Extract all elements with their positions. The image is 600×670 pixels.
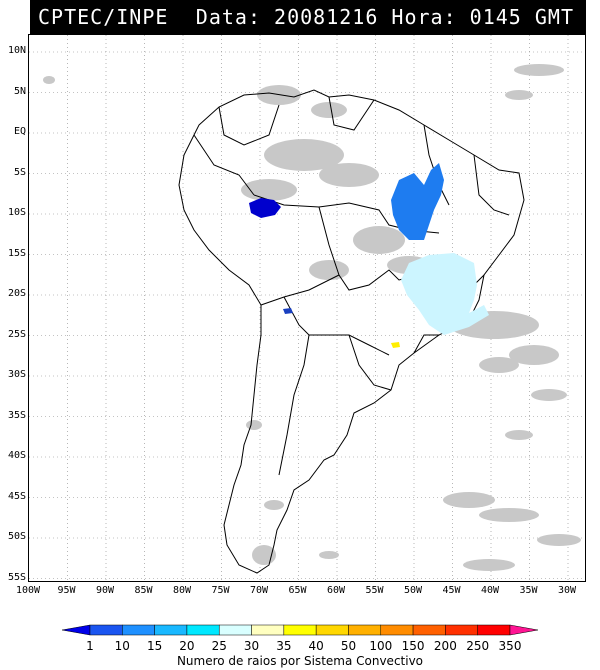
gridlines (29, 35, 585, 581)
lat-label: 30S (7, 369, 26, 380)
cluster-blue-ne (391, 163, 444, 240)
colorbar-tick-label: 200 (433, 639, 457, 653)
colorbar-tick-label: 20 (179, 639, 195, 653)
colorbar-tick-label: 10 (114, 639, 130, 653)
lat-label: 5S (13, 166, 26, 178)
cloud-cover (43, 64, 581, 571)
colorbar-swatch (412, 624, 446, 636)
colorbar-swatch (509, 624, 539, 636)
colorbar-swatches (61, 624, 539, 636)
colorbar-title: Numero de raios por Sistema Convectivo (176, 654, 424, 668)
lightning-clusters (249, 163, 489, 348)
lat-label: 55S (7, 571, 26, 583)
colorbar-swatch (283, 624, 317, 636)
header-title: CPTEC/INPE (38, 5, 169, 29)
colorbar-swatch (186, 624, 220, 636)
colorbar-swatch (315, 624, 349, 636)
colorbar-swatch (477, 624, 511, 636)
lon-label: 50W (403, 585, 423, 596)
lat-label: 20S (7, 288, 26, 299)
lat-label: 45S (7, 490, 26, 502)
colorbar-swatch (445, 624, 478, 636)
colorbar: 1 10 15 20 25 30 35 40 50 100 150 200 250 350 Numero … (0, 622, 600, 670)
lat-label: EQ (13, 126, 26, 137)
colorbar-tick-label: 15 (146, 639, 163, 653)
cluster-yellow (391, 342, 400, 348)
lat-label: 35S (7, 409, 26, 421)
cluster-darkblue-w (249, 198, 281, 218)
header-timestamp: Data: 20081216 Hora: 0145 GMT (195, 5, 574, 29)
coastlines-borders (178, 89, 525, 574)
lat-label: 50S (7, 531, 26, 542)
lon-label: 55W (365, 585, 384, 596)
lat-label: 5N (13, 85, 26, 97)
lon-label: 45W (442, 585, 461, 596)
colorbar-tick-label: 40 (308, 639, 324, 653)
lon-label: 65W (288, 585, 307, 596)
colorbar-tick-label: 100 (369, 639, 393, 653)
colorbar-tick-label: 35 (276, 639, 292, 653)
colorbar-tick-label: 150 (401, 639, 425, 653)
colorbar-tick-label: 50 (340, 639, 357, 653)
cluster-cyan-se (401, 253, 489, 335)
lon-label: 75W (211, 585, 230, 596)
lon-label: 95W (57, 585, 76, 596)
lon-label: 30W (557, 585, 577, 596)
colorbar-tick-label: 350 (498, 639, 522, 653)
colorbar-swatch (218, 624, 252, 636)
lon-label: 70W (249, 585, 269, 596)
colorbar-tick-label: 30 (243, 639, 260, 653)
lon-label: 90W (95, 585, 115, 596)
colorbar-tick-label: 1 (86, 639, 94, 653)
lon-label: 100W (15, 585, 41, 596)
lon-label: 60W (326, 585, 346, 596)
colorbar-tick-label: 250 (466, 639, 490, 653)
lat-label: 40S (7, 450, 26, 461)
colorbar-swatch (122, 624, 155, 636)
lat-label: 10N (7, 45, 26, 56)
colorbar-swatch (154, 624, 188, 636)
colorbar-swatch (348, 624, 382, 636)
cluster-darkblue-s (283, 308, 293, 314)
colorbar-swatch (61, 624, 91, 636)
colorbar-swatch (251, 624, 285, 636)
lon-label: 35W (519, 585, 538, 596)
lon-label: 80W (172, 585, 192, 596)
lat-label: 15S (7, 247, 26, 259)
map-canvas[interactable] (29, 35, 585, 581)
map-frame[interactable] (28, 34, 586, 582)
header-bar: CPTEC/INPE Data: 20081216 Hora: 0145 GMT (30, 0, 586, 34)
colorbar-swatch (89, 624, 123, 636)
colorbar-tick-label: 25 (211, 639, 227, 653)
lat-label: 25S (7, 328, 26, 340)
lat-label: 10S (7, 207, 26, 218)
colorbar-swatch (380, 624, 414, 636)
lon-label: 40W (480, 585, 500, 596)
lon-label: 85W (134, 585, 153, 596)
